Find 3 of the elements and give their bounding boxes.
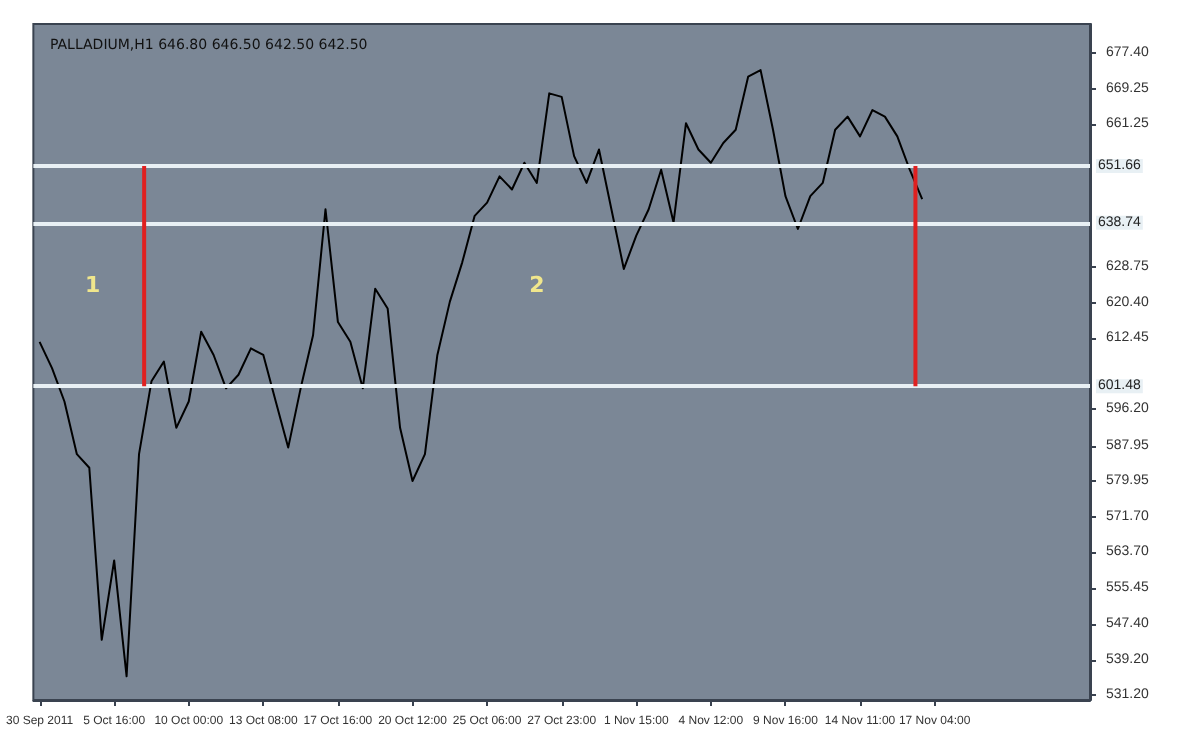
line-series <box>38 69 924 678</box>
annotation: 1 <box>84 272 101 299</box>
annotation: 2 <box>529 272 545 299</box>
